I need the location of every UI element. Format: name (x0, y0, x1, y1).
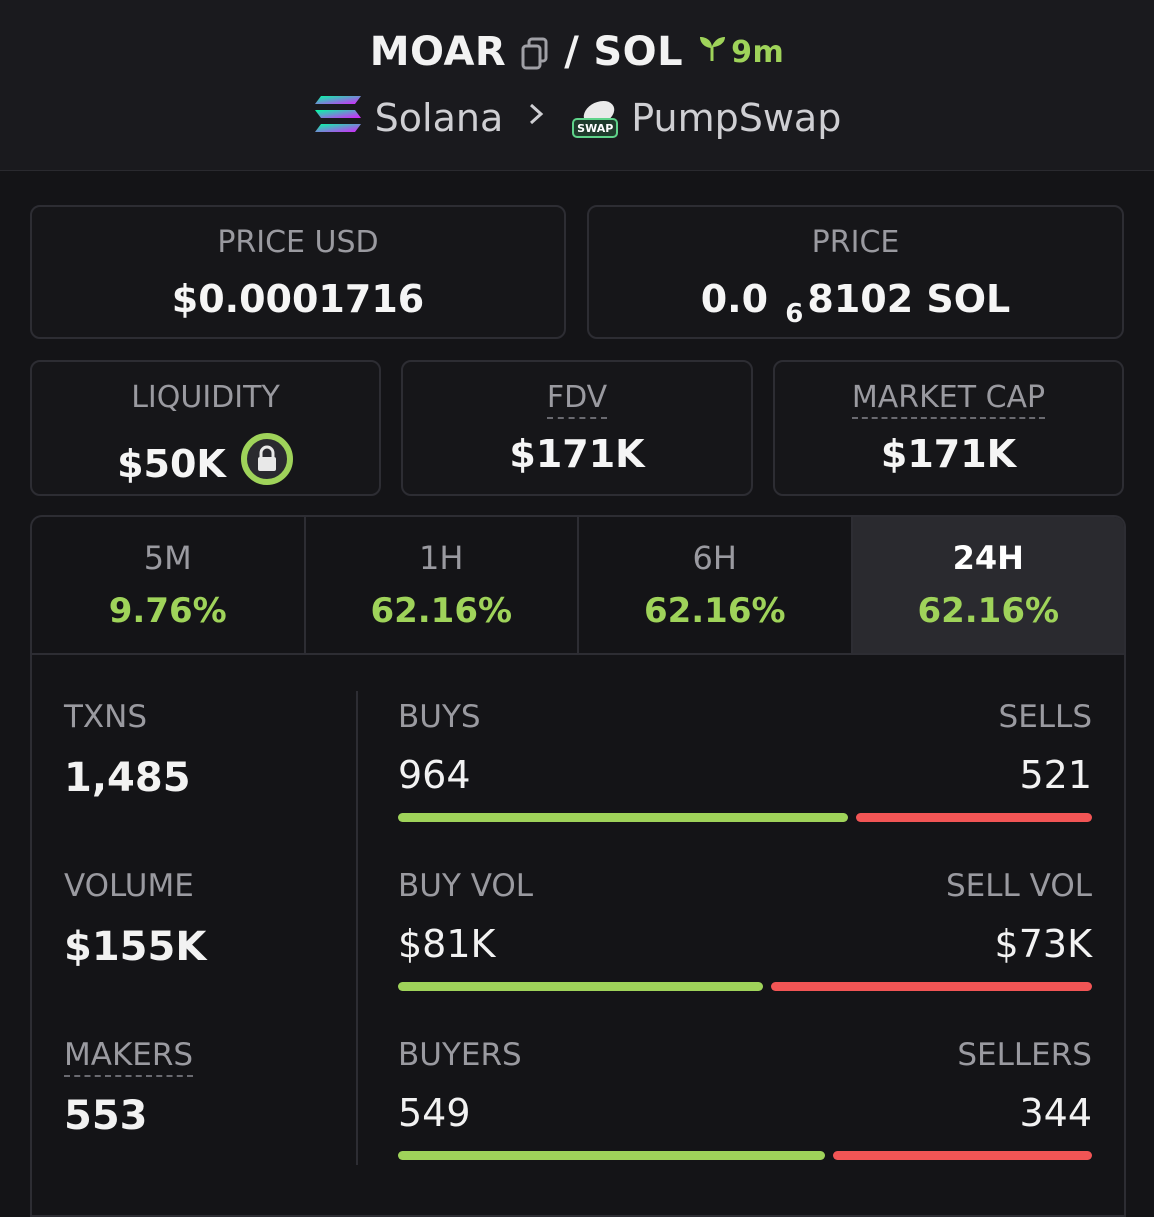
chevron-right-icon (527, 98, 547, 138)
fdv-card: FDV $171K (401, 360, 753, 496)
pair-age-text: 9m (731, 34, 785, 70)
pumpswap-badge: SWAP (577, 122, 614, 135)
txns-label: TXNS (64, 699, 148, 735)
liquidity-row: $50K (32, 432, 379, 495)
makers-stat: MAKERS 553 (64, 1037, 194, 1139)
seedling-icon (697, 33, 727, 71)
chain-link[interactable]: Solana (374, 96, 504, 140)
buys-bar (398, 813, 849, 822)
buyvol-sellvol-bar (398, 982, 1092, 991)
fdv-value: $171K (509, 432, 645, 476)
price-usd-label: PRICE USD (217, 225, 379, 260)
chain-dex-breadcrumb: Solana SWAP PumpSwap (0, 90, 1154, 146)
price-prefix: 0.0 (700, 277, 769, 321)
pair-age: 9m (697, 33, 784, 71)
sells-label: SELLS (998, 699, 1092, 735)
price-usd-card: PRICE USD $0.0001716 (30, 205, 566, 339)
buy-vol-value: $81K (398, 922, 496, 966)
sells-bar (856, 813, 1092, 822)
pumpswap-logo-icon: SWAP (571, 97, 619, 139)
dex-link[interactable]: PumpSwap (631, 96, 842, 140)
makers-label[interactable]: MAKERS (64, 1037, 194, 1077)
price-usd-value: $0.0001716 (171, 277, 425, 321)
volume-stat: VOLUME $155K (64, 868, 206, 970)
txns-stat: TXNS 1,485 (64, 699, 191, 801)
buys-sells-bar (398, 813, 1092, 822)
base-token: MOAR (369, 29, 507, 75)
tab-24h[interactable]: 24H 62.16% (852, 517, 1124, 655)
buys-value: 964 (398, 753, 471, 797)
buyers-value: 549 (398, 1091, 471, 1135)
buyers-sellers-split: BUYERS SELLERS 549 344 (398, 1037, 1092, 1160)
buyers-label: BUYERS (398, 1037, 522, 1073)
transactions-panel: TXNS 1,485 VOLUME $155K MAKERS 553 BUYS … (30, 653, 1126, 1217)
buyers-sellers-bar (398, 1151, 1092, 1160)
price-zero-count: 6 (785, 299, 804, 329)
fdv-label[interactable]: FDV (546, 380, 608, 419)
liquidity-value: $50K (117, 441, 226, 486)
sellers-value: 344 (1019, 1091, 1092, 1135)
tab-label: 24H (952, 539, 1024, 577)
buys-label: BUYS (398, 699, 481, 735)
market-cap-label[interactable]: MARKET CAP (851, 380, 1046, 419)
makers-value: 553 (64, 1093, 148, 1139)
pair-title: MOAR / SOL 9m (0, 24, 1154, 80)
sell-vol-value: $73K (994, 922, 1092, 966)
tab-label: 5M (143, 539, 192, 577)
tab-change: 9.76% (108, 591, 227, 631)
sellers-label: SELLERS (957, 1037, 1092, 1073)
price-native-value: 0.0 6 8102 SOL (589, 277, 1122, 329)
tab-change: 62.16% (643, 591, 786, 631)
price-digits: 8102 (807, 277, 914, 321)
sells-value: 521 (1019, 753, 1092, 797)
solana-logo-icon (313, 94, 363, 143)
buy-vol-label: BUY VOL (398, 868, 534, 904)
fdv-label-wrap: FDV (403, 380, 751, 419)
price-unit: SOL (926, 277, 1011, 321)
buys-sells-split: BUYS SELLS 964 521 (398, 699, 1092, 822)
pair-header: MOAR / SOL 9m (0, 0, 1154, 171)
tab-5m[interactable]: 5M 9.76% (32, 517, 306, 655)
tab-change: 62.16% (917, 591, 1060, 631)
tab-6h[interactable]: 6H 62.16% (579, 517, 853, 655)
buy-vol-bar (398, 982, 764, 991)
liquidity-label: LIQUIDITY (131, 380, 280, 415)
tab-1h[interactable]: 1H 62.16% (306, 517, 579, 655)
pair-separator: / (564, 29, 580, 75)
market-cap-card: MARKET CAP $171K (773, 360, 1124, 496)
txns-value: 1,485 (64, 755, 191, 801)
market-cap-label-wrap: MARKET CAP (775, 380, 1122, 419)
volume-value: $155K (64, 924, 207, 970)
price-native-label: PRICE (811, 225, 900, 260)
market-cap-value: $171K (880, 432, 1017, 476)
liquidity-card: LIQUIDITY $50K (30, 360, 381, 496)
buyers-bar (398, 1151, 825, 1160)
timeframe-tabs: 5M 9.76% 1H 62.16% 6H 62.16% 24H 62.16% (30, 515, 1126, 655)
sellers-bar (832, 1151, 1092, 1160)
buyvol-sellvol-split: BUY VOL SELL VOL $81K $73K (398, 868, 1092, 991)
price-native-card: PRICE 0.0 6 8102 SOL (587, 205, 1124, 339)
lock-icon[interactable] (240, 432, 294, 495)
tab-label: 6H (692, 539, 737, 577)
tab-label: 1H (419, 539, 464, 577)
sell-vol-label: SELL VOL (946, 868, 1092, 904)
copy-icon[interactable] (520, 35, 550, 70)
quote-token: SOL (593, 29, 684, 75)
panel-divider (356, 691, 358, 1165)
volume-label: VOLUME (64, 868, 194, 904)
sell-vol-bar (771, 982, 1092, 991)
tab-change: 62.16% (370, 591, 513, 631)
